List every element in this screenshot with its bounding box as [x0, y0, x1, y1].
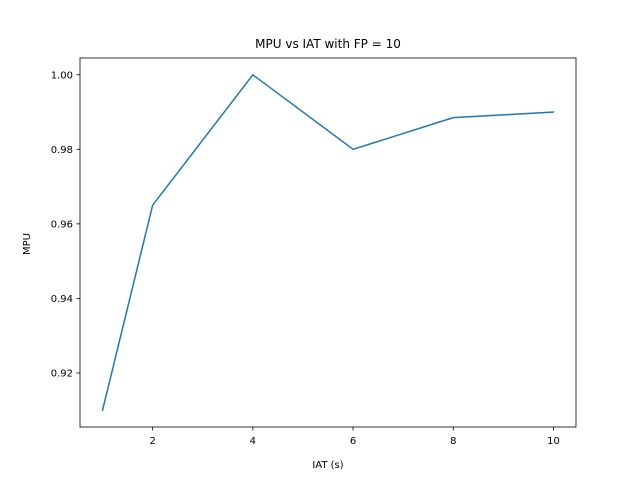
axes-frame	[79, 57, 577, 428]
x-tick-label: 10	[547, 436, 560, 447]
y-tick-label: 1.00	[51, 70, 73, 81]
chart-title: MPU vs IAT with FP = 10	[255, 37, 401, 51]
x-tick-label: 6	[350, 436, 356, 447]
y-tick-label: 0.92	[51, 368, 73, 379]
plot-area: 2 4 6 8 10 0.92 0.94 0.96 0.98 1.00	[51, 57, 577, 447]
x-axis-title: IAT (s)	[312, 460, 343, 471]
x-tick-label: 4	[250, 436, 256, 447]
y-tick-label: 0.96	[51, 219, 73, 230]
y-axis-title: MPU	[22, 233, 33, 255]
y-tick-label: 0.94	[51, 294, 73, 305]
x-tick-label: 2	[149, 436, 155, 447]
series-line-0	[101, 74, 555, 412]
y-tick-label: 0.98	[51, 145, 73, 156]
x-tick-label: 8	[450, 436, 456, 447]
